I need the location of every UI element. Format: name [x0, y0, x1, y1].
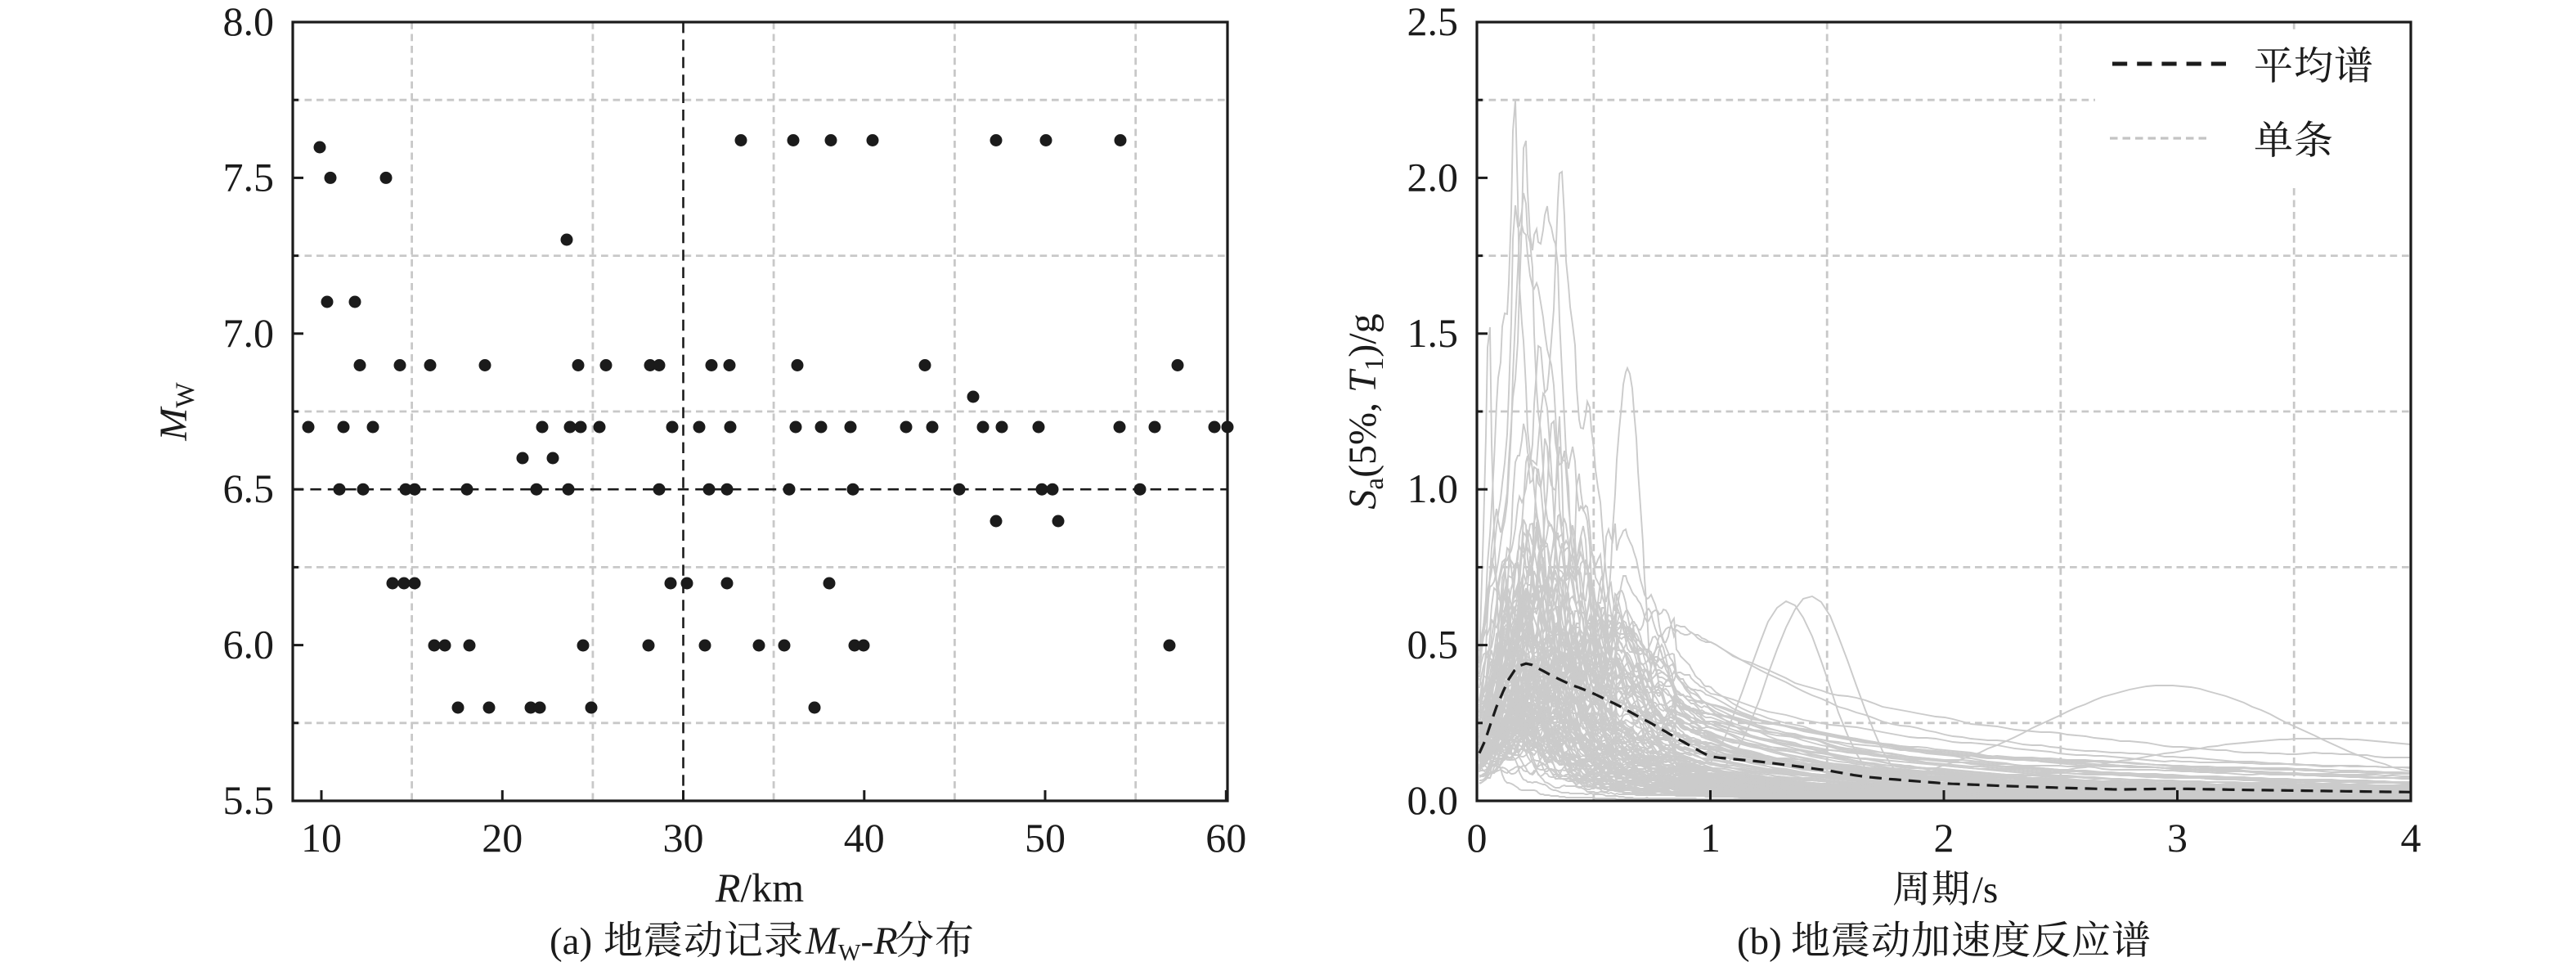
- svg-text:(b): (b): [1737, 920, 1782, 963]
- svg-text:1: 1: [1700, 815, 1721, 861]
- svg-text:5.5: 5.5: [223, 777, 275, 823]
- svg-text:4: 4: [2401, 815, 2421, 861]
- svg-text:(a): (a): [550, 920, 592, 963]
- svg-text:20: 20: [482, 815, 523, 861]
- svg-text:7.5: 7.5: [223, 154, 275, 200]
- svg-text:1.5: 1.5: [1407, 310, 1459, 356]
- svg-text:0: 0: [1467, 815, 1488, 861]
- svg-text:7.0: 7.0: [223, 310, 275, 356]
- svg-text:1.0: 1.0: [1407, 465, 1459, 511]
- svg-text:R/km: R/km: [715, 865, 804, 910]
- svg-text:40: 40: [844, 815, 885, 861]
- svg-text:0.0: 0.0: [1407, 777, 1459, 823]
- svg-text:2.0: 2.0: [1407, 154, 1459, 200]
- svg-text:2.5: 2.5: [1407, 0, 1459, 44]
- svg-text:60: 60: [1205, 815, 1246, 861]
- svg-text:6.5: 6.5: [223, 465, 275, 511]
- svg-text:50: 50: [1025, 815, 1066, 861]
- svg-text:3: 3: [2167, 815, 2188, 861]
- svg-text:0.5: 0.5: [1407, 622, 1459, 668]
- svg-text:2: 2: [1934, 815, 1954, 861]
- svg-text:10: 10: [301, 815, 342, 861]
- svg-text:8.0: 8.0: [223, 0, 275, 44]
- svg-text:/s: /s: [1972, 869, 1998, 911]
- svg-text:6.0: 6.0: [223, 622, 275, 668]
- svg-text:30: 30: [663, 815, 704, 861]
- svg-text:Sa(5%, T1)/g: Sa(5%, T1)/g: [1341, 313, 1389, 509]
